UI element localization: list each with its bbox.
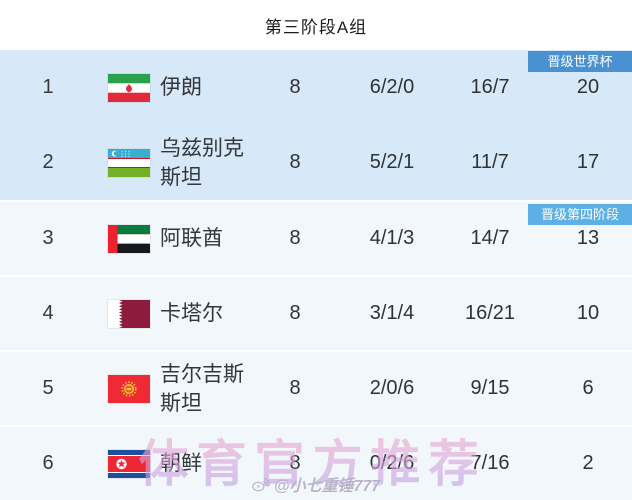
team-name: 乌兹别克斯坦 <box>160 136 244 189</box>
table-row-qatar: 4 卡塔尔 8 3/1/4 16/21 10 <box>0 275 632 350</box>
team-name: 吉尔吉斯斯坦 <box>160 362 244 415</box>
qatar-flag-icon <box>108 299 150 328</box>
games-played: 8 <box>289 302 301 324</box>
flag-cell <box>96 224 156 253</box>
points: 6 <box>582 377 594 399</box>
win-draw-loss: 2/0/6 <box>369 377 415 399</box>
win-draw-loss: 4/1/3 <box>369 227 415 249</box>
qualify-fourth-stage-badge: 晋级第四阶段 <box>528 204 632 225</box>
win-draw-loss: 0/2/6 <box>369 452 415 474</box>
goals-for-against: 16/21 <box>464 302 516 324</box>
credit: @小七重锤777 <box>252 472 380 496</box>
goals-for-against: 16/7 <box>470 76 510 98</box>
table-row-iran: 晋级世界杯 1 伊朗 8 6/2/0 16/7 20 <box>0 50 632 125</box>
team-name: 伊朗 <box>160 76 202 99</box>
credit-text: @小七重锤777 <box>273 478 381 495</box>
uzbekistan-flag-icon <box>108 148 150 177</box>
win-draw-loss: 6/2/0 <box>369 76 415 98</box>
table-row-north-korea: 6 朝鲜 8 0/2/6 7/16 2 <box>0 425 632 500</box>
rank-cell: 2 <box>42 151 54 173</box>
table-row-kyrgyzstan: 5 吉尔吉斯斯坦 8 2/0/6 9/15 6 <box>0 350 632 425</box>
goals-for-against: 11/7 <box>471 151 509 173</box>
flag-cell <box>96 374 156 403</box>
team-name: 卡塔尔 <box>160 302 223 325</box>
team-name: 阿联酋 <box>160 227 223 250</box>
flag-cell <box>96 73 156 102</box>
goals-for-against: 14/7 <box>470 227 510 249</box>
north-korea-flag-icon <box>108 449 150 478</box>
points: 13 <box>576 227 600 249</box>
games-played: 8 <box>289 76 301 98</box>
points: 20 <box>576 76 600 98</box>
table-row-uae: 晋级第四阶段 3 阿联酋 8 4/1/3 14/7 13 <box>0 200 632 275</box>
goals-for-against: 9/15 <box>470 377 510 399</box>
points: 17 <box>576 151 600 173</box>
games-played: 8 <box>289 151 301 173</box>
group-title: 第三阶段A组 <box>264 17 368 37</box>
games-played: 8 <box>289 452 301 474</box>
team-name: 朝鲜 <box>160 452 202 475</box>
games-played: 8 <box>289 227 301 249</box>
points: 10 <box>576 302 600 324</box>
points: 2 <box>582 452 594 474</box>
games-played: 8 <box>289 377 301 399</box>
goals-for-against: 7/16 <box>470 452 510 474</box>
rank-cell: 5 <box>42 377 54 399</box>
weibo-icon <box>252 477 270 491</box>
table-row-uzbekistan: 2 乌兹别克斯坦 8 5/2/1 <box>0 125 632 200</box>
win-draw-loss: 5/2/1 <box>369 151 415 173</box>
flag-cell <box>96 299 156 328</box>
win-draw-loss: 3/1/4 <box>369 302 415 324</box>
rank-cell: 1 <box>42 76 54 98</box>
uae-flag-icon <box>108 224 150 253</box>
iran-flag-icon <box>108 73 150 102</box>
rank-cell: 4 <box>42 302 54 324</box>
page-title: 第三阶段A组 <box>0 0 632 50</box>
kyrgyzstan-flag-icon <box>108 374 150 403</box>
flag-cell <box>96 148 156 177</box>
rank-cell: 6 <box>42 452 54 474</box>
rank-cell: 3 <box>42 227 54 249</box>
flag-cell <box>96 449 156 478</box>
qualify-world-cup-badge: 晋级世界杯 <box>528 51 632 72</box>
